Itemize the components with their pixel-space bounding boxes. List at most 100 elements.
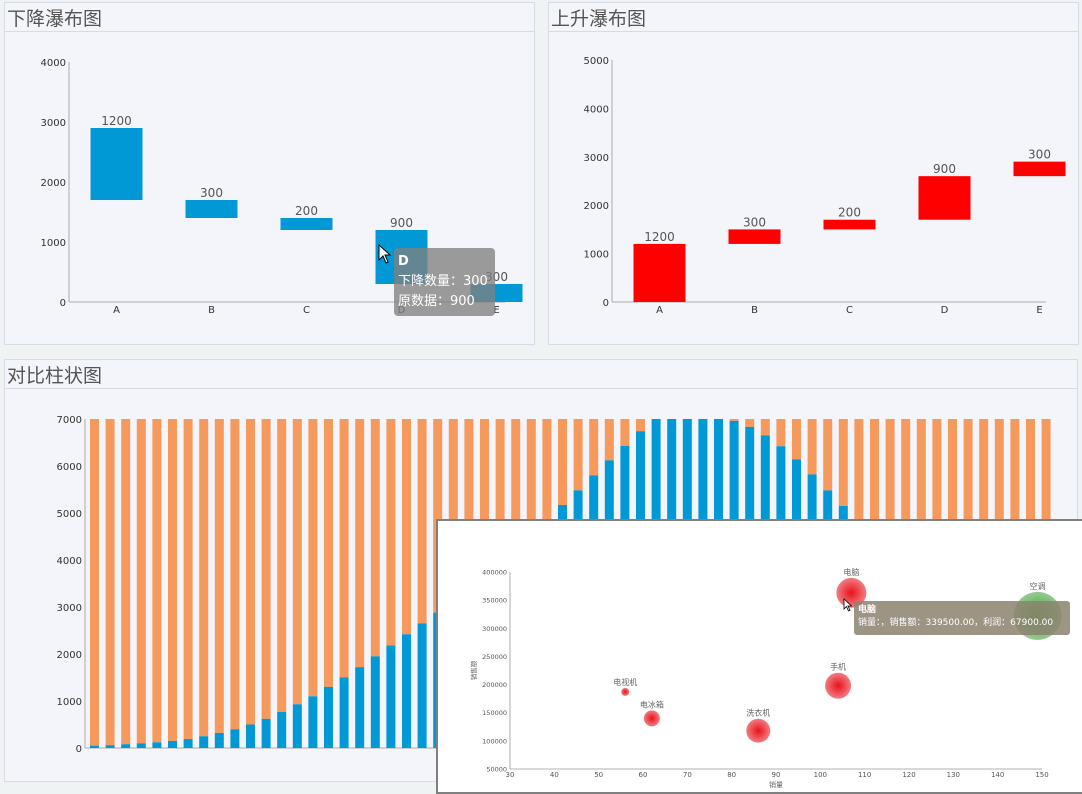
comparison-bar-bottom (355, 667, 365, 748)
comparison-bar-top (620, 419, 630, 446)
up-waterfall-chart: 0 1000 2000 3000 4000 5000 1200 A 300 B 200 C 900 D 30… (584, 56, 1066, 316)
bar-A (633, 243, 686, 302)
down-waterfall-title: 下降瀑布图 (7, 8, 103, 30)
comparison-bar-top (339, 419, 349, 678)
comparison-bar-top (948, 419, 957, 601)
comparison-bar-bottom (230, 729, 240, 748)
bar-value-label: 300 (743, 215, 766, 229)
comparison-bar-top (230, 419, 240, 730)
tooltip-original-line: 原数据：900 (398, 294, 475, 309)
y-tick-label: 4000 (41, 58, 66, 69)
comparison-bar-top (90, 419, 99, 746)
y-tick-label: 5000 (584, 56, 609, 67)
x-tick-label: C (846, 305, 853, 316)
bubble-chart-popup[interactable]: 30 40 50 60 70 80 90 100 110 120 130 140 150 50000 100… (436, 519, 1082, 794)
comparison-bar-top (589, 419, 599, 476)
title-divider (5, 31, 534, 32)
x-tick-label: 30 (506, 771, 515, 779)
comparison-bar-bottom (261, 718, 271, 748)
comparison-bar-top (292, 419, 302, 705)
comparison-bar-top (355, 419, 365, 668)
comparison-bar-top (417, 419, 427, 624)
bubble-label: 电冰箱 (640, 699, 664, 709)
bar-C (823, 219, 876, 230)
y-tick-label: 50000 (486, 766, 507, 774)
comparison-bar-bottom (183, 739, 193, 748)
comparison-bar-top (573, 419, 583, 491)
bubble-label: 空调 (1030, 581, 1046, 591)
comparison-bar-top (480, 419, 489, 575)
bar-value-label: 200 (295, 204, 318, 218)
y-tick-label: 350000 (482, 597, 507, 605)
comparison-bar-top (121, 419, 131, 745)
bar-D (918, 176, 971, 220)
bar-value-label: 900 (933, 162, 956, 176)
comparison-bar-bottom (105, 745, 115, 748)
comparison-bar-bottom (370, 656, 380, 748)
comparison-bar-top (261, 419, 271, 719)
mouse-cursor-icon (378, 244, 392, 264)
bar-value-label: 300 (200, 186, 223, 200)
x-tick-label: 130 (947, 771, 960, 779)
comparison-bar-top (402, 419, 411, 635)
comparison-bar-top (885, 419, 895, 550)
comparison-bar-top (838, 419, 848, 506)
comparison-bar-bottom (277, 711, 287, 748)
comparison-bar-top (183, 419, 193, 740)
y-tick-label: 0 (76, 744, 82, 755)
x-tick-label: 120 (902, 771, 915, 779)
y-tick-label: 5000 (57, 509, 82, 520)
bubble-label: 洗衣机 (746, 708, 770, 718)
x-tick-label: A (113, 305, 120, 316)
comparison-bar-top (199, 419, 209, 737)
comparison-bar-bottom (152, 742, 162, 748)
bar-value-label: 1200 (101, 114, 132, 128)
x-tick-label: D (941, 305, 949, 316)
comparison-bar-top (604, 419, 614, 461)
y-tick-label: 400000 (482, 569, 507, 577)
comparison-bar-top (558, 419, 567, 506)
x-tick-label: 70 (683, 771, 692, 779)
y-tick-label: 100000 (482, 737, 507, 745)
waterfall-tooltip: D 下降数量：300 原数据：900 (394, 248, 495, 316)
comparison-bar-top (870, 419, 879, 536)
y-tick-label: 3000 (41, 118, 66, 129)
y-tick-label: 250000 (482, 653, 507, 661)
y-tick-label: 1000 (584, 250, 609, 261)
up-waterfall-title: 上升瀑布图 (551, 8, 647, 30)
x-tick-label: C (303, 305, 310, 316)
x-tick-label: 60 (639, 771, 648, 779)
x-tick-label: 100 (814, 771, 827, 779)
y-tick-label: 0 (603, 298, 609, 309)
x-axis-title: 销量 (769, 780, 783, 789)
comparison-bar-bottom (214, 732, 224, 748)
y-axis-title: 销售额 (469, 660, 478, 680)
comparison-bar-top (370, 419, 380, 657)
y-tick-label: 3000 (584, 153, 609, 164)
y-tick-label: 4000 (57, 556, 82, 567)
comparison-bar-bottom (246, 724, 255, 748)
bubble-label: 手机 (830, 662, 846, 672)
bar-value-label: 1200 (644, 230, 675, 244)
y-tick-label: 7000 (57, 415, 82, 426)
comparison-bar-top (246, 419, 255, 725)
x-tick-label: 150 (1035, 771, 1048, 779)
comparison-bar-bottom (308, 696, 318, 748)
x-tick-label: 90 (772, 771, 781, 779)
comparison-bar-top (729, 419, 739, 421)
comparison-bar-top (792, 419, 801, 460)
comparison-bar-top (932, 419, 942, 589)
comparison-bar-top (214, 419, 224, 733)
comparison-bar-top (807, 419, 817, 475)
y-tick-label: 1000 (57, 697, 82, 708)
up-waterfall-panel: 上升瀑布图 0 1000 2000 3000 4000 5000 1200 A 300 B 200 C… (548, 2, 1079, 345)
x-tick-label: A (656, 305, 663, 316)
y-tick-label: 4000 (584, 104, 609, 115)
x-tick-label: 80 (727, 771, 736, 779)
comparison-bar-bottom (121, 744, 131, 748)
comparison-bar-bottom (136, 743, 146, 748)
bubble-tooltip: 电脑 销量：，销售额：339500.00，利润：67900.00 (854, 601, 1070, 635)
comparison-bar-top (745, 419, 755, 427)
comparison-bar-top (636, 419, 645, 432)
bar-value-label: 900 (390, 216, 413, 230)
